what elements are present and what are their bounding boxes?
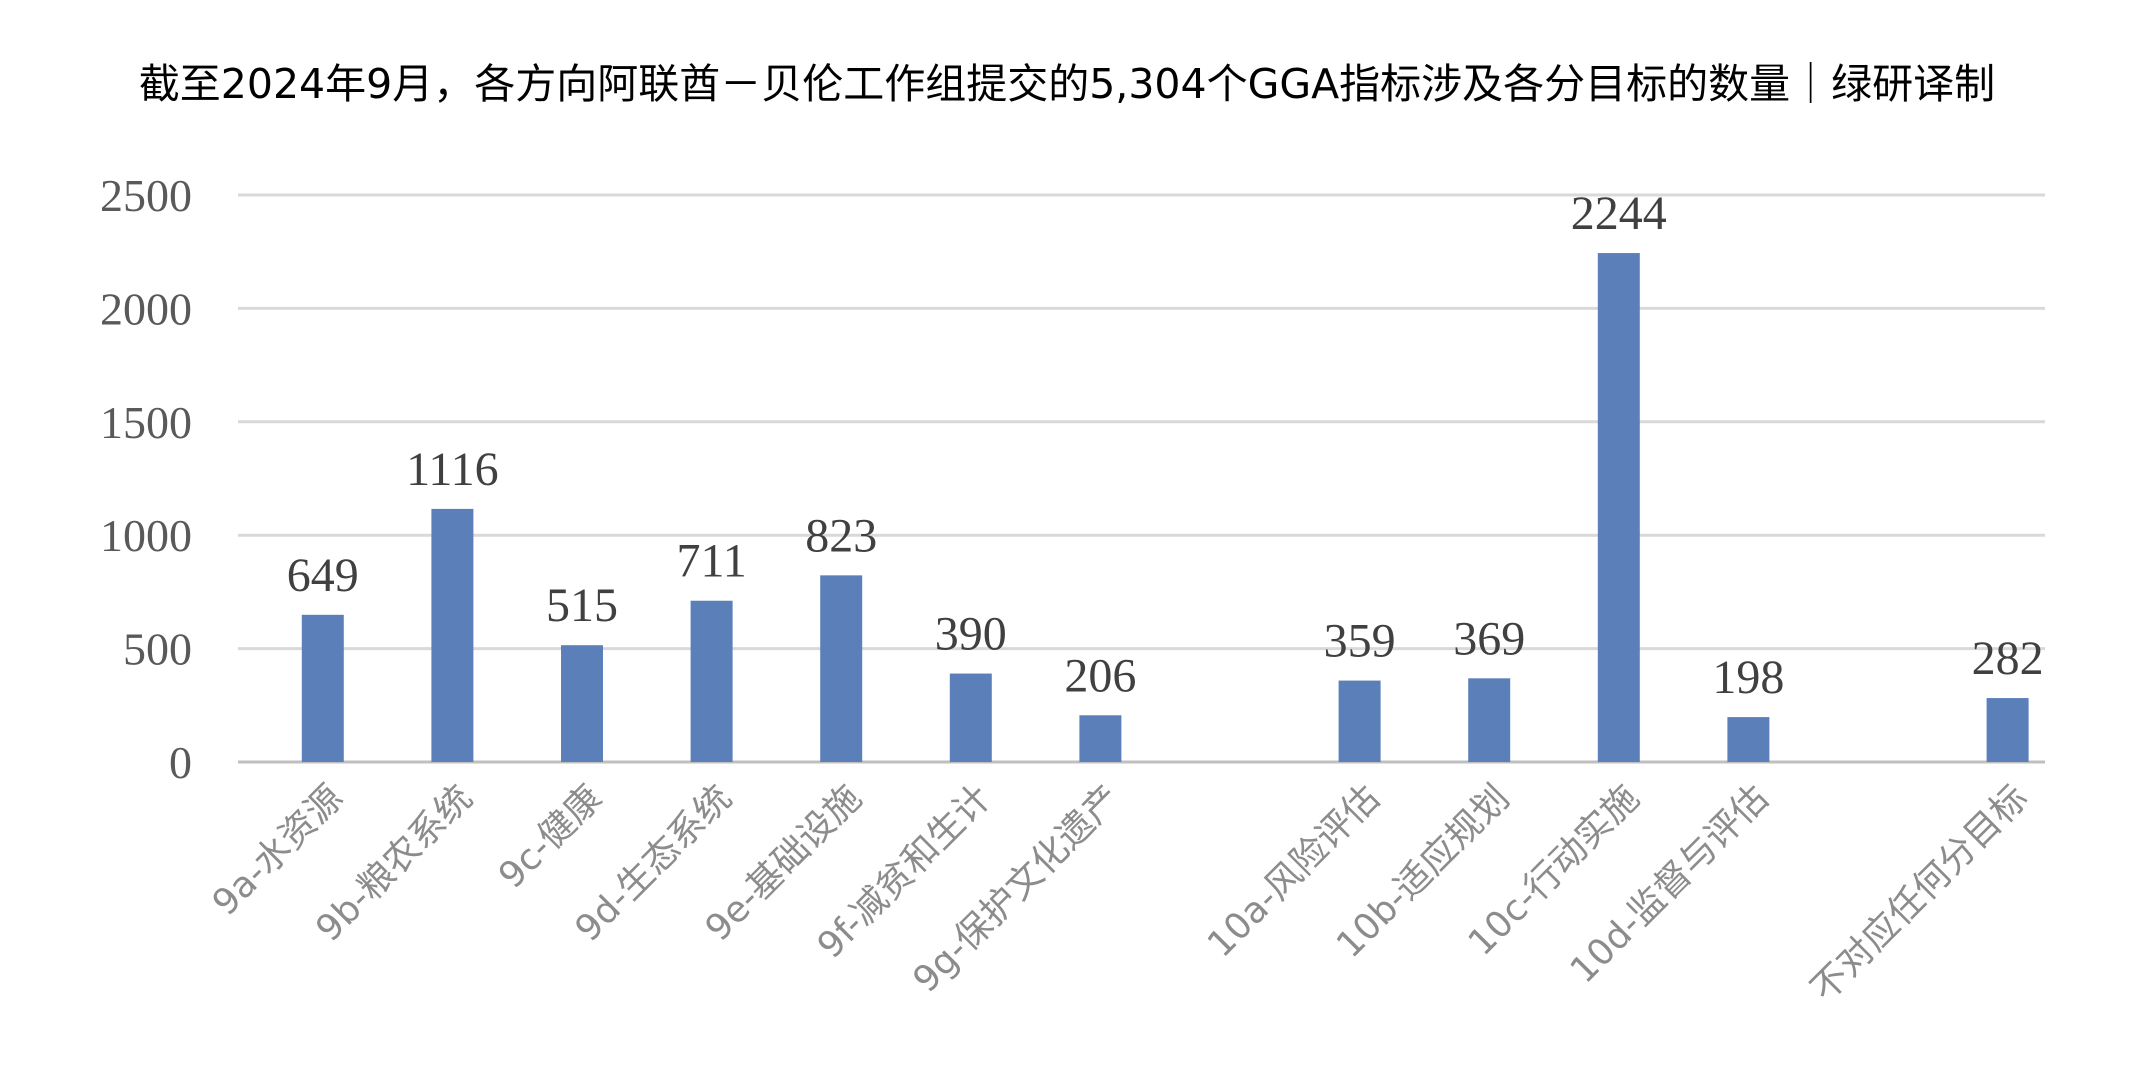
y-tick-label: 2000: [100, 283, 192, 334]
bar: [301, 614, 344, 762]
y-tick-label: 2500: [100, 170, 192, 221]
data-label: 823: [805, 509, 877, 562]
bar: [690, 600, 733, 762]
data-label: 649: [287, 549, 359, 602]
data-label: 390: [935, 608, 1007, 661]
bar: [561, 645, 603, 762]
category-label: 9c-健康: [491, 777, 610, 896]
bar: [1727, 717, 1770, 762]
data-labels: 649 1116 515 711 823 390 206 359 369 2244 198 282: [287, 187, 2044, 704]
chart-title: 截至2024年9月，各方向阿联酋－贝伦工作组提交的5,304个GGA指标涉及各分…: [138, 60, 1996, 108]
bar: [1338, 680, 1381, 762]
data-label: 369: [1453, 612, 1525, 665]
bar: [1597, 253, 1640, 763]
y-tick-label: 0: [169, 737, 192, 788]
category-label: 不对应任何分目标: [1803, 777, 2036, 1010]
bar: [1079, 715, 1122, 762]
data-label: 1116: [406, 443, 498, 496]
bar: [1468, 678, 1511, 762]
bar: [431, 508, 474, 762]
bar: [949, 673, 992, 762]
data-label: 206: [1064, 649, 1136, 702]
y-axis-ticks: 0 500 1000 1500 2000 2500: [100, 170, 192, 788]
bar: [1986, 698, 2029, 762]
gridlines: [238, 193, 2045, 764]
y-tick-label: 500: [123, 624, 192, 675]
y-tick-label: 1000: [100, 510, 192, 561]
data-label: 515: [546, 579, 618, 632]
bars: [301, 253, 2029, 763]
bar: [820, 575, 863, 762]
y-tick-label: 1500: [100, 397, 192, 448]
data-label: 359: [1324, 615, 1396, 668]
data-label: 282: [1972, 632, 2044, 685]
data-label: 198: [1712, 651, 1784, 704]
data-label: 711: [676, 535, 746, 588]
data-label: 2244: [1571, 187, 1667, 240]
